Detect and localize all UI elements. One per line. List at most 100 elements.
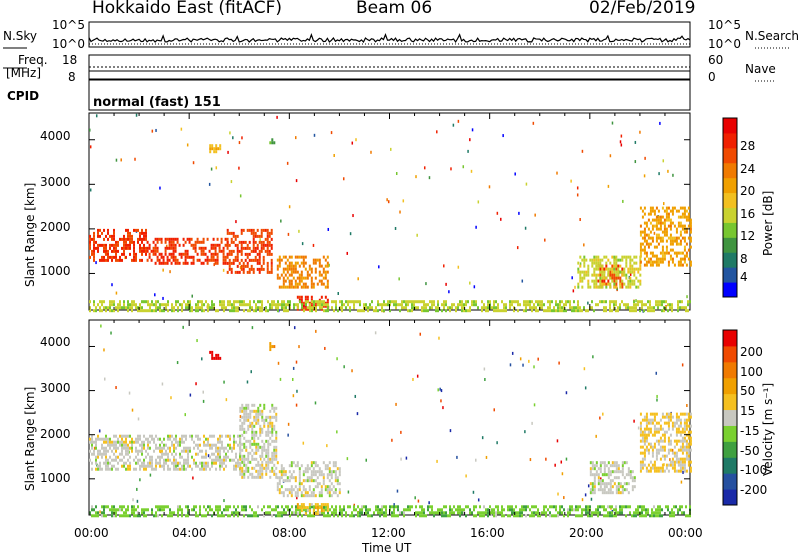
velocity-noise-cell (583, 367, 586, 371)
velocity-noise-cell (428, 501, 430, 505)
power-region-4-cell (304, 295, 307, 299)
velocity-region-3-cell (209, 505, 211, 509)
velocity-region-5-cell (603, 470, 606, 474)
velocity-region-0-cell (151, 434, 153, 438)
velocity-region-4-cell (314, 512, 317, 516)
velocity-region-3-cell (133, 514, 135, 518)
power-region-3-cell (286, 267, 289, 271)
power-region-5-cell (445, 309, 447, 313)
velocity-region-1-cell (275, 436, 278, 440)
power-region-1-cell (154, 246, 157, 250)
power-noise-cell (469, 138, 471, 142)
power-region-5-cell (545, 309, 547, 313)
power-region-8-cell (683, 236, 686, 240)
power-region-2-cell (252, 243, 255, 247)
velocity-region-6-cell (687, 442, 690, 446)
velocity-region-5-cell (607, 461, 610, 465)
velocity-region-4-cell (320, 509, 323, 513)
power-region-0-cell (109, 246, 111, 250)
velocity-region-0-cell (181, 449, 183, 453)
power-region-1-cell (186, 255, 189, 259)
velocity-region-5-cell (593, 488, 596, 492)
velocity-region-0-cell (233, 437, 235, 441)
power-region-1-cell (172, 243, 175, 247)
velocity-region-2-cell (294, 485, 297, 489)
power-region-0-cell (125, 228, 127, 232)
velocity-region-3-cell (237, 511, 239, 515)
power-region-3-cell (320, 273, 323, 277)
velocity-region-3-cell (465, 505, 467, 509)
power-region-7-cell (625, 264, 628, 268)
velocity-region-0-cell (159, 461, 161, 465)
power-region-5-cell (679, 306, 681, 310)
velocity-noise-cell (633, 419, 635, 423)
velocity-region-3-cell (655, 511, 657, 515)
power-noise-cell (662, 202, 665, 206)
velocity-region-2-cell (334, 461, 337, 465)
velocity-region-1-cell (273, 415, 276, 419)
velocity-region-3-cell (93, 514, 95, 518)
power-region-5-cell (421, 306, 423, 310)
power-noise-cell (436, 130, 438, 134)
power-region-0-cell (103, 237, 105, 241)
velocity-region-3-cell (515, 505, 517, 509)
velocity-region-5-cell (611, 470, 614, 474)
power-noise-cell (574, 285, 576, 289)
velocity-cbar-tick-15: 15 (740, 404, 756, 418)
velocity-region-0-cell (145, 449, 147, 453)
velocity-region-3-cell (367, 514, 369, 518)
power-region-5-cell (463, 306, 465, 310)
velocity-region-4-cell (326, 509, 329, 513)
velocity-region-3-cell (563, 508, 565, 512)
velocity-region-0-cell (185, 437, 187, 441)
velocity-region-7-cell (215, 356, 218, 360)
power-region-9-cell (215, 150, 218, 154)
power-region-5-cell (349, 300, 351, 304)
power-noise-cell (518, 211, 520, 215)
power-region-8-cell (669, 239, 672, 243)
power-region-0-cell (139, 234, 141, 238)
velocity-noise-cell (509, 363, 512, 367)
power-region-3-cell (282, 282, 285, 286)
velocity-noise-cell (296, 496, 298, 500)
velocity-region-5-cell (591, 473, 594, 477)
velocity-region-0-cell (225, 434, 227, 438)
power-region-0-cell (93, 258, 95, 262)
velocity-region-1-cell (251, 472, 254, 476)
power-region-2-cell (252, 249, 255, 253)
power-region-5-cell (509, 300, 511, 304)
velocity-region-3-cell (145, 514, 147, 518)
power-region-1-cell (214, 258, 217, 262)
velocity-region-1-cell (261, 466, 264, 470)
power-region-2-cell (262, 258, 265, 262)
power-region-2-cell (236, 234, 239, 238)
power-region-3-cell (324, 270, 327, 274)
velocity-region-0-cell (111, 464, 113, 468)
velocity-region-6-cell (675, 418, 678, 422)
velocity-region-3-cell (359, 511, 361, 515)
velocity-region-1-cell (259, 412, 262, 416)
velocity-region-0-cell (151, 458, 153, 462)
velocity-region-6-cell (653, 445, 656, 449)
velocity-region-1-cell (241, 454, 244, 458)
velocity-region-3-cell (557, 514, 559, 518)
power-region-5-cell (203, 309, 205, 313)
velocity-region-6-cell (687, 451, 690, 455)
velocity-region-0-cell (147, 443, 149, 447)
velocity-region-3-cell (483, 511, 485, 515)
power-region-5-cell (149, 309, 151, 313)
velocity-region-6-cell (679, 418, 682, 422)
velocity-region-5-cell (617, 491, 620, 495)
power-region-7-cell (637, 270, 640, 274)
velocity-region-3-cell (661, 508, 663, 512)
power-region-7-cell (605, 267, 608, 271)
power-region-7-cell (613, 261, 616, 265)
velocity-region-3-cell (571, 508, 573, 512)
velocity-region-3-cell (177, 511, 179, 515)
power-region-5-cell (529, 300, 531, 304)
power-region-2-cell (254, 258, 257, 262)
power-region-7-cell (629, 267, 632, 271)
power-region-5-cell (277, 300, 279, 304)
velocity-region-1-cell (263, 424, 266, 428)
velocity-region-3-cell (335, 505, 337, 509)
